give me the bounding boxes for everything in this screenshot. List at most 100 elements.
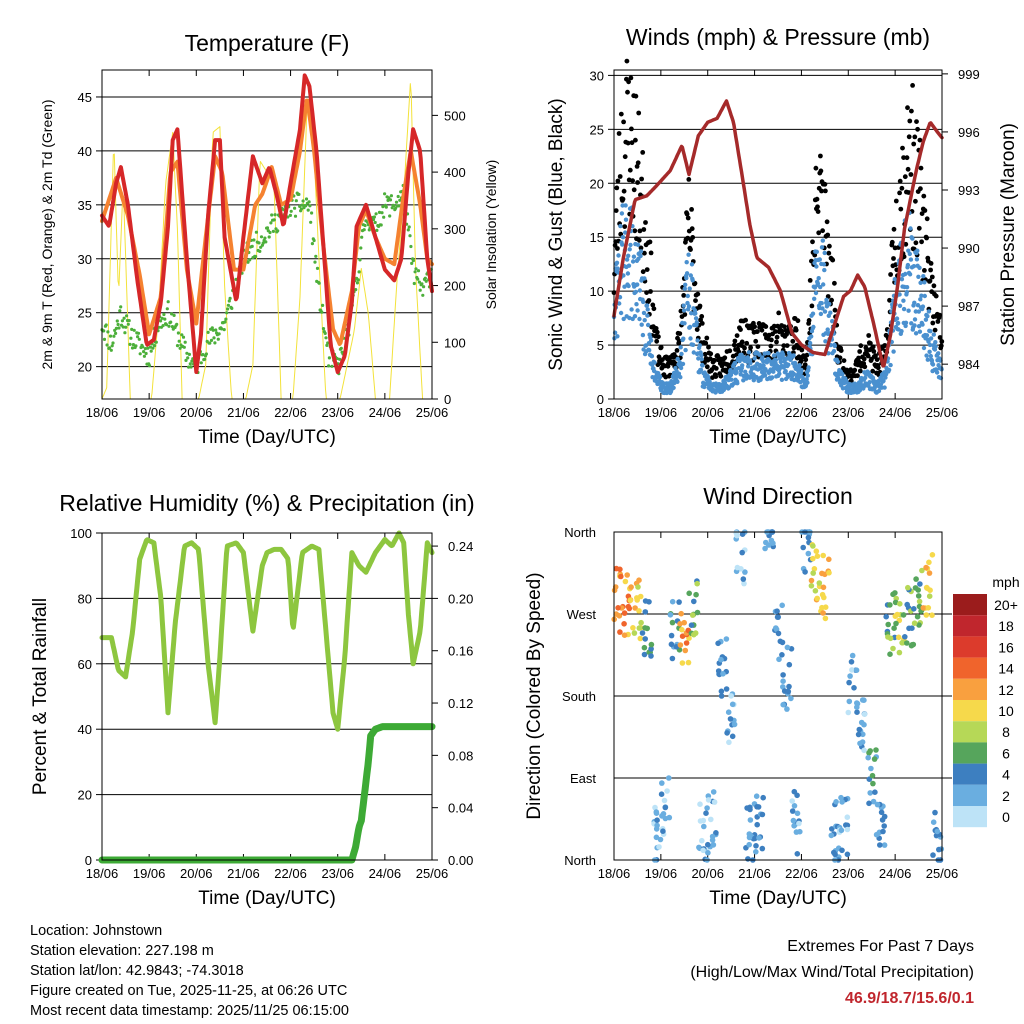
direction-point [639,630,646,636]
direction-point [925,605,932,611]
wind-point [918,297,923,302]
direction-point [654,817,660,823]
wind-point [894,316,900,321]
gust-point [815,204,820,210]
wind-point [867,380,872,385]
rh-ytick-right-label: 0.04 [448,801,473,816]
wind-point [620,235,626,240]
direction-point [934,828,941,835]
dewpoint-point [396,194,400,199]
wind-xtick-label: 23/06 [832,405,865,420]
direction-point [869,772,876,779]
wind-point [927,349,932,354]
gust-point [822,181,828,187]
dewpoint-point [131,343,135,347]
dewpoint-point [162,312,166,317]
dir-xtick-label: 24/06 [879,866,912,881]
direction-point [800,544,806,551]
gust-point [911,141,917,147]
wind-point [819,245,825,250]
gust-point [658,344,664,350]
direction-point [816,580,823,586]
direction-point [802,569,808,575]
dewpoint-point [129,336,133,340]
rh-xtick-label: 24/06 [369,866,402,881]
wind-point [819,301,824,306]
wind-point [907,272,913,277]
dewpoint-point [375,228,379,232]
wind-xtick-label: 18/06 [598,405,631,420]
direction-point [728,693,734,699]
dir-ytick-label: West [567,607,597,622]
direction-point [932,809,938,816]
gust-point [769,337,774,343]
temp-ylabel-left: 2m & 9m T (Red, Orange) & 2m Td (Green) [39,100,55,370]
wind-ytick-right-label: 993 [958,183,980,198]
gust-point [827,243,832,249]
wind-ytick-right-label: 987 [958,299,980,314]
wind-point [693,311,698,316]
dewpoint-point [269,221,273,225]
gust-point [858,343,864,349]
wind-point [923,317,929,322]
precip-line [98,723,436,864]
direction-point [774,608,780,614]
direction-point [621,632,628,638]
gust-point [816,230,822,236]
direction-point [881,823,887,829]
gust-point [815,209,821,215]
gust-point [908,172,914,177]
gust-point [676,338,682,344]
direction-point [686,590,692,597]
rh-ytick-right-label: 0.24 [448,539,473,554]
wind-point [828,310,833,315]
wind-point [912,300,917,305]
gust-point [838,348,844,353]
direction-point [636,577,642,583]
gust-point [689,207,694,212]
temp-frame [101,69,433,400]
wind-point [628,242,633,248]
dir-ytick-label: South [562,689,596,704]
gust-point [931,283,937,289]
direction-point [723,686,730,692]
direction-point [729,701,736,708]
direction-point [865,754,871,761]
dewpoint-point [267,235,271,239]
dewpoint-point [276,229,280,233]
direction-point [691,631,697,638]
dewpoint-point [216,337,220,341]
gust-point [809,303,815,309]
dewpoint-point [189,365,193,369]
gust-point [629,140,635,146]
wind-point [912,317,918,322]
legend-swatch [953,806,987,828]
wind-point [895,320,901,326]
dewpoint-point [423,276,427,280]
direction-point [930,852,936,858]
dewpoint-point [421,293,425,297]
wind-point [735,381,740,386]
dir-xtick-label: 20/06 [691,866,724,881]
temp-xtick-label: 24/06 [369,405,402,420]
dewpoint-point [310,211,314,215]
dewpoint-point [261,241,265,245]
wind-point [916,274,921,279]
wind-point [642,276,647,281]
dir-xtick-label: 22/06 [785,866,818,881]
temp-ytick-label: 40 [78,144,92,159]
wind-point [771,353,777,358]
dewpoint-point [167,324,171,328]
direction-point [894,611,901,618]
dewpoint-point [418,288,422,292]
direction-point [654,822,660,829]
wind-point [684,271,690,276]
dewpoint-point [259,235,264,239]
gust-point [825,232,831,238]
direction-point [838,794,844,801]
gust-point [903,241,909,247]
direction-point [786,661,793,668]
wind-ytick-right-label: 990 [958,241,980,256]
wind-point [766,350,771,356]
wind-xtick-label: 25/06 [926,405,959,420]
